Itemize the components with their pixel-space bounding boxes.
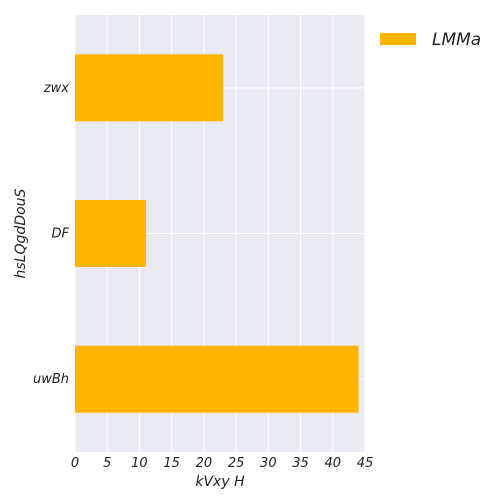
x-tick-label: 15 [163,456,180,471]
x-axis-ticks: 0 5 10 15 20 25 30 35 40 45 [71,456,373,471]
x-tick-label: 20 [196,456,213,471]
bars [75,54,359,413]
bar-zwx [75,54,224,122]
y-axis-label: hsLQgdDouS [13,188,29,278]
x-tick-label: 5 [103,456,111,471]
x-tick-label: 0 [71,456,79,471]
y-tick-label: zwx [43,81,69,96]
y-tick-label: DF [52,227,70,242]
x-tick-label: 25 [228,456,245,471]
bar-uwBh [75,345,359,413]
legend: LMMa [380,30,481,50]
x-tick-label: 30 [260,456,277,471]
bar-DF [75,199,146,268]
legend-swatch [380,33,416,45]
x-tick-label: 40 [325,456,342,471]
x-tick-label: 10 [131,456,148,471]
x-tick-label: 35 [292,456,309,471]
legend-label: LMMa [432,30,481,50]
y-tick-label: uwBh [33,372,69,387]
x-axis-label: kVxy H [195,474,245,490]
y-axis-ticks: zwx DF uwBh [33,81,70,387]
x-tick-label: 45 [357,456,374,471]
